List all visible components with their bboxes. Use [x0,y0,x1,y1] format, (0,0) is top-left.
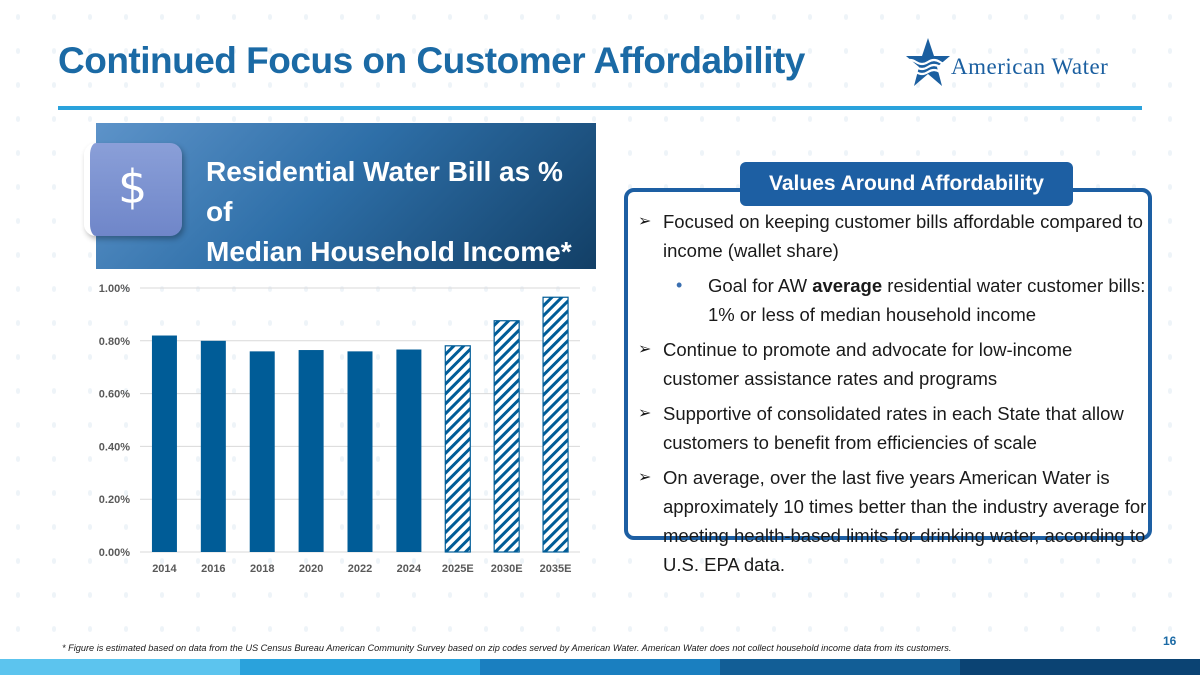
footer-segment [240,659,480,675]
american-water-logo: American Water [902,36,1152,96]
footer-segment [960,659,1200,675]
footer-segment [480,659,720,675]
y-tick-label: 1.00% [99,283,130,295]
x-tick-label: 2018 [250,563,274,575]
bullet-item: ➢ Supportive of consolidated rates in ea… [638,399,1148,457]
bar-2014 [151,335,177,552]
arrow-bullet-icon: ➢ [638,405,652,422]
dollar-icon: $ [118,160,148,214]
bar-2022 [347,351,373,552]
bar-2018 [249,351,275,552]
star-wave-icon [903,38,950,86]
bullet-text: On average, over the last five years Ame… [663,467,1147,575]
arrow-bullet-icon: ➢ [638,341,652,358]
chart-labels: 0.00% 0.20% 0.40% 0.60% 0.80% 1.00% 2014 2016 20… [99,283,572,575]
x-tick-label: 2035E [540,563,572,575]
bullet-text: Supportive of consolidated rates in each… [663,403,1124,453]
bar-2035E [542,296,569,553]
x-tick-label: 2024 [397,563,422,575]
slide-title: Continued Focus on Customer Affordabilit… [58,40,805,81]
dollar-card [84,143,182,236]
y-tick-label: 0.00% [99,547,130,559]
bullet-list: ➢ Focused on keeping customer bills affo… [638,207,1148,580]
bar-2025E [444,345,471,553]
footer-segment [720,659,960,675]
sub-bullet-prefix: Goal for AW [708,275,808,296]
bar-2024 [396,349,422,552]
y-tick-label: 0.80% [99,336,130,348]
bar-chart: 0.00% 0.20% 0.40% 0.60% 0.80% 1.00% 2014 2016 20… [99,283,580,575]
sub-bullet-bold: average [812,275,883,296]
x-tick-label: 2020 [299,563,323,575]
footer-segment [0,659,240,675]
panel-heading: Values Around Affordability [740,162,1073,206]
bar-2030E [493,320,520,553]
arrow-bullet-icon: ➢ [638,469,652,486]
bullet-item: ➢ Focused on keeping customer bills affo… [638,207,1148,265]
sub-bullet-suffix: residential water customer bills: 1% or … [708,275,1146,325]
affordability-panel [624,188,1152,540]
logo-text: American Water [951,54,1109,79]
footnote: * Figure is estimated based on data from… [62,643,952,653]
x-tick-label: 2014 [152,563,177,575]
chart-title-line2: Median Household Income* [206,236,572,267]
x-tick-label: 2030E [491,563,523,575]
sub-bullet-item: • Goal for AW average residential water … [638,271,1148,329]
y-tick-label: 0.60% [99,389,130,401]
page-number: 16 [1163,634,1177,648]
y-tick-label: 0.20% [99,494,130,506]
footer-color-bar [0,659,1200,675]
y-tick-label: 0.40% [99,441,130,453]
bar-2016 [200,340,226,552]
chart-title-line1: Residential Water Bill as % of [206,156,563,227]
chart-bars [151,296,569,553]
arrow-bullet-icon: ➢ [638,213,652,230]
x-tick-label: 2016 [201,563,225,575]
x-tick-label: 2025E [442,563,474,575]
bullet-text: Continue to promote and advocate for low… [663,339,1073,389]
title-divider [58,106,1142,110]
bullet-item: ➢ On average, over the last five years A… [638,463,1148,579]
bar-2020 [298,350,324,552]
bullet-text: Focused on keeping customer bills afford… [663,211,1143,261]
bullet-item: ➢ Continue to promote and advocate for l… [638,335,1148,393]
chart-title: Residential Water Bill as % of Median Ho… [206,152,586,272]
dot-bullet-icon: • [676,275,683,295]
x-tick-label: 2022 [348,563,372,575]
